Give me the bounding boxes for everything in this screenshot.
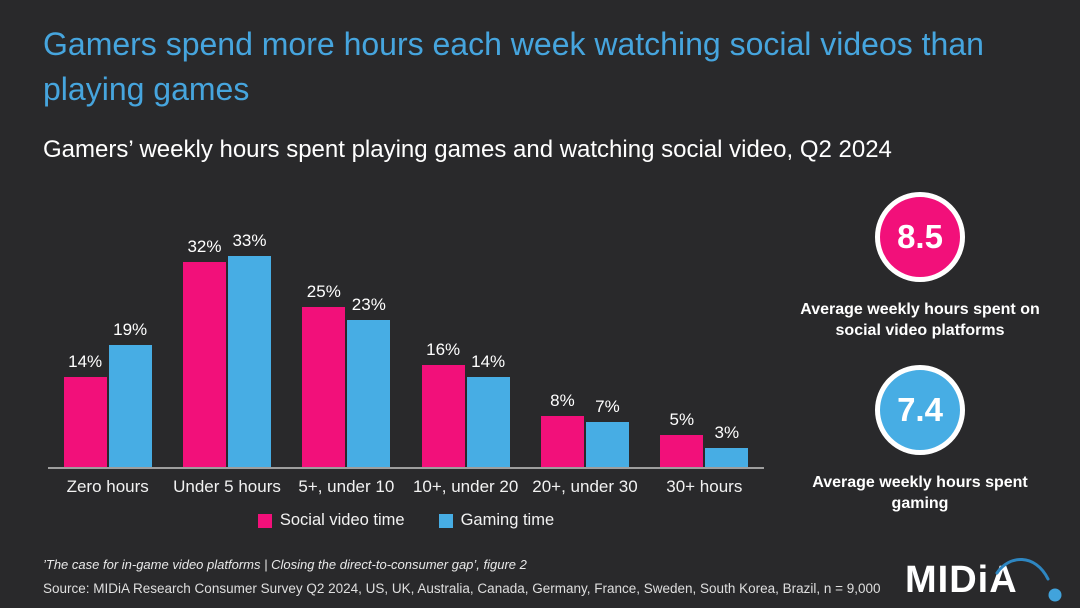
bar-column-social-video-time: 14%: [63, 352, 107, 467]
stat-label-gaming: Average weekly hours spent gaming: [812, 474, 1028, 512]
midia-logo-text: MIDiA: [905, 559, 1018, 601]
x-axis-line: [48, 467, 764, 469]
bar-chart: 14% 19% 32% 33% 25% 23% 16% 14% 8% 7% 5% 3% Zero ho…: [46, 181, 766, 530]
stat-value-social-video: 8.5: [897, 218, 943, 255]
bar-column-gaming-time: 23%: [347, 294, 391, 467]
bar-group: 5% 3%: [645, 410, 764, 467]
chart-legend: Social video time Gaming time: [46, 511, 766, 530]
midia-logo-arc-icon: [995, 558, 1062, 602]
stat-gaming: 7.4 Average weekly hours spent gaming: [795, 365, 1045, 515]
category-label: 10+, under 20: [412, 477, 519, 496]
legend-item-social-video-time: Social video time: [257, 511, 405, 530]
bar-gaming-time: [585, 422, 629, 467]
stat-value-gaming: 7.4: [897, 391, 943, 428]
x-axis-category-labels: Zero hours Under 5 hours 5+, under 10 10+, …: [46, 477, 766, 497]
legend-label: Gaming time: [460, 511, 555, 529]
bar-value-label: 8%: [550, 390, 575, 410]
stat-circle-gaming: 7.4: [875, 365, 965, 455]
bar-value-label: 3%: [714, 422, 740, 442]
bar-column-gaming-time: 7%: [585, 397, 629, 467]
legend-item-gaming-time: Gaming time: [438, 511, 555, 530]
category-label: Under 5 hours: [173, 477, 281, 496]
category-label: 20+, under 30: [532, 477, 638, 496]
bar-social-video-time: [660, 435, 704, 467]
bar-value-label: 16%: [426, 339, 461, 359]
category-label: 5+, under 10: [298, 477, 395, 496]
bar-group: 32% 33%: [167, 231, 286, 467]
bar-social-video-time: [63, 377, 107, 467]
bar-gaming-time: [227, 255, 271, 467]
bar-gaming-time: [466, 377, 510, 467]
source-line: Source: MIDiA Research Consumer Survey Q…: [43, 581, 881, 596]
bar-value-label: 32%: [187, 237, 222, 257]
stat-label-social-video: Average weekly hours spent on social vid…: [800, 301, 1040, 339]
bar-value-label: 14%: [471, 352, 506, 372]
bar-plot-area: 14% 19% 32% 33% 25% 23% 16% 14% 8% 7% 5% 3%: [46, 181, 766, 467]
bar-value-label: 23%: [351, 294, 386, 314]
bar-column-gaming-time: 33%: [227, 230, 271, 467]
midia-logo: MIDiA: [905, 554, 1075, 606]
stat-social-video: 8.5 Average weekly hours spent on social…: [795, 192, 1045, 342]
category-label: 30+ hours: [666, 477, 743, 496]
slide-title: Gamers spend more hours each week watchi…: [43, 26, 984, 107]
bar-social-video-time: [302, 307, 346, 467]
category-label: Zero hours: [66, 477, 149, 496]
bar-value-label: 14%: [68, 352, 103, 372]
bar-value-label: 5%: [669, 410, 695, 429]
bar-column-gaming-time: 19%: [108, 320, 152, 467]
bar-column-gaming-time: 3%: [705, 422, 749, 467]
bar-social-video-time: [182, 262, 226, 467]
legend-swatch-gaming-time: [438, 513, 453, 528]
report-reference-line: ’The case for in-game video platforms | …: [43, 557, 527, 572]
bar-column-social-video-time: 16%: [421, 339, 465, 467]
bar-column-gaming-time: 14%: [466, 352, 510, 467]
legend-label: Social video time: [279, 511, 405, 529]
bar-column-social-video-time: 8%: [540, 390, 584, 467]
bar-group: 25% 23%: [287, 282, 406, 467]
legend-swatch-social-video-time: [257, 513, 272, 528]
bar-social-video-time: [540, 415, 584, 467]
bar-value-label: 33%: [232, 230, 267, 250]
bar-column-social-video-time: 32%: [182, 237, 226, 467]
bar-gaming-time: [705, 447, 749, 467]
bar-value-label: 7%: [595, 397, 620, 417]
stat-circle-social-video: 8.5: [875, 192, 965, 282]
bar-value-label: 19%: [113, 320, 148, 340]
bar-column-social-video-time: 5%: [660, 410, 704, 467]
bar-column-social-video-time: 25%: [302, 282, 346, 467]
bar-group: 16% 14%: [406, 340, 525, 467]
bar-gaming-time: [347, 319, 391, 467]
bar-value-label: 25%: [306, 282, 341, 301]
bar-gaming-time: [108, 345, 152, 467]
bar-group: 8% 7%: [525, 391, 644, 467]
bar-group: 14% 19%: [48, 320, 167, 467]
chart-subtitle: Gamers’ weekly hours spent playing games…: [43, 136, 892, 163]
bar-social-video-time: [421, 364, 465, 467]
